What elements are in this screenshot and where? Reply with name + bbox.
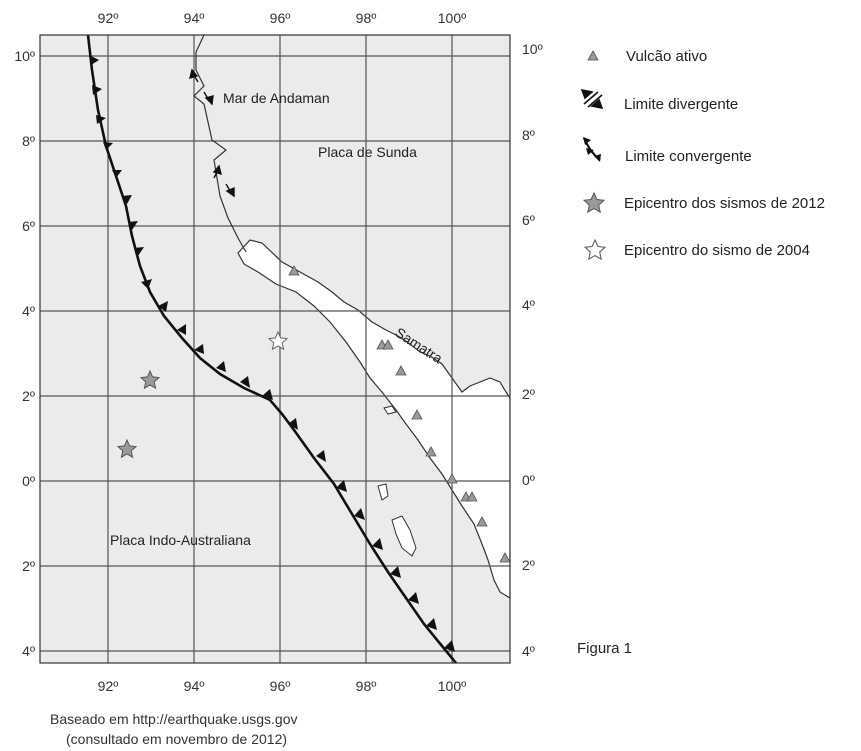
volcano-icon — [395, 365, 407, 376]
star-filled-icon — [582, 191, 606, 214]
convergent-boundary-icon — [582, 137, 601, 162]
svg-text:2º: 2º — [522, 557, 535, 573]
svg-text:6º: 6º — [22, 218, 35, 234]
bottom-longitude-ticks: 92º 94º 96º 98º 100º — [98, 678, 467, 694]
volcano-icon — [446, 473, 458, 484]
divergent-boundary — [193, 35, 247, 253]
legend-label-divergent: Limite divergente — [624, 96, 738, 113]
island — [383, 405, 397, 415]
label-sunda-plate: Placa de Sunda — [318, 144, 417, 160]
sumatra-landmass — [237, 239, 510, 599]
divergent-boundary-icon — [580, 88, 604, 110]
svg-text:96º: 96º — [270, 678, 291, 694]
top-longitude-ticks: 92º 94º 96º 98º 100º — [98, 10, 467, 26]
triangle-icon — [587, 50, 599, 61]
epicenter-2004-star-icon — [267, 330, 289, 351]
legend: Vulcão ativo Limite divergente Limite co… — [580, 48, 825, 261]
svg-text:4º: 4º — [22, 643, 35, 659]
svg-text:10º: 10º — [14, 48, 35, 64]
volcano-markers — [288, 265, 510, 563]
map-frame — [39, 34, 511, 664]
svg-text:2º: 2º — [22, 558, 35, 574]
svg-text:4º: 4º — [522, 643, 535, 659]
epicenter-2012-star-icon — [139, 369, 161, 390]
svg-text:8º: 8º — [522, 127, 535, 143]
svg-text:100º: 100º — [438, 678, 466, 694]
legend-label-epicenter-2004: Epicentro do sismo de 2004 — [624, 242, 810, 259]
volcano-icon — [411, 409, 423, 420]
svg-text:8º: 8º — [22, 133, 35, 149]
source-line-1: Baseado em http://earthquake.usgs.gov — [50, 711, 298, 727]
figure-label: Figura 1 — [577, 640, 632, 657]
epicenter-2012-star-icon — [116, 438, 138, 459]
svg-text:0º: 0º — [22, 473, 35, 489]
island — [391, 515, 417, 557]
label-andaman-sea: Mar de Andaman — [223, 90, 330, 106]
svg-text:100º: 100º — [438, 10, 466, 26]
source-line-2: (consultado em novembro de 2012) — [66, 731, 287, 747]
svg-text:94º: 94º — [184, 678, 205, 694]
svg-text:98º: 98º — [356, 678, 377, 694]
longitude-gridlines — [107, 35, 453, 663]
island — [377, 483, 389, 501]
svg-text:92º: 92º — [98, 678, 119, 694]
legend-label-volcano: Vulcão ativo — [626, 48, 707, 65]
svg-text:10º: 10º — [522, 41, 543, 57]
svg-text:2º: 2º — [522, 386, 535, 402]
ocean-area — [40, 35, 510, 663]
svg-text:94º: 94º — [184, 10, 205, 26]
svg-text:4º: 4º — [522, 297, 535, 313]
label-indo-australian-plate: Placa Indo-Australiana — [110, 532, 251, 548]
right-latitude-ticks: 10º 8º 6º 4º 2º 0º 2º 4º — [522, 41, 543, 659]
volcano-icon — [466, 491, 478, 502]
convergent-boundary — [86, 35, 458, 663]
svg-text:6º: 6º — [522, 212, 535, 228]
svg-text:4º: 4º — [22, 303, 35, 319]
left-latitude-ticks: 10º 8º 6º 4º 2º 0º 2º 4º — [14, 48, 35, 659]
divergent-arrows — [189, 68, 235, 198]
legend-label-convergent: Limite convergente — [625, 148, 752, 165]
subduction-teeth — [89, 55, 455, 652]
latitude-gridlines — [40, 55, 510, 652]
svg-text:0º: 0º — [522, 472, 535, 488]
svg-text:98º: 98º — [356, 10, 377, 26]
svg-text:2º: 2º — [22, 388, 35, 404]
volcano-icon — [499, 552, 510, 563]
volcano-icon — [476, 516, 488, 527]
star-outline-icon — [583, 238, 607, 261]
svg-text:96º: 96º — [270, 10, 291, 26]
svg-text:92º: 92º — [98, 10, 119, 26]
volcano-icon — [382, 339, 394, 350]
volcano-icon — [288, 265, 300, 276]
legend-label-epicenter-2012: Epicentro dos sismos de 2012 — [624, 195, 825, 212]
volcano-icon — [425, 446, 437, 457]
